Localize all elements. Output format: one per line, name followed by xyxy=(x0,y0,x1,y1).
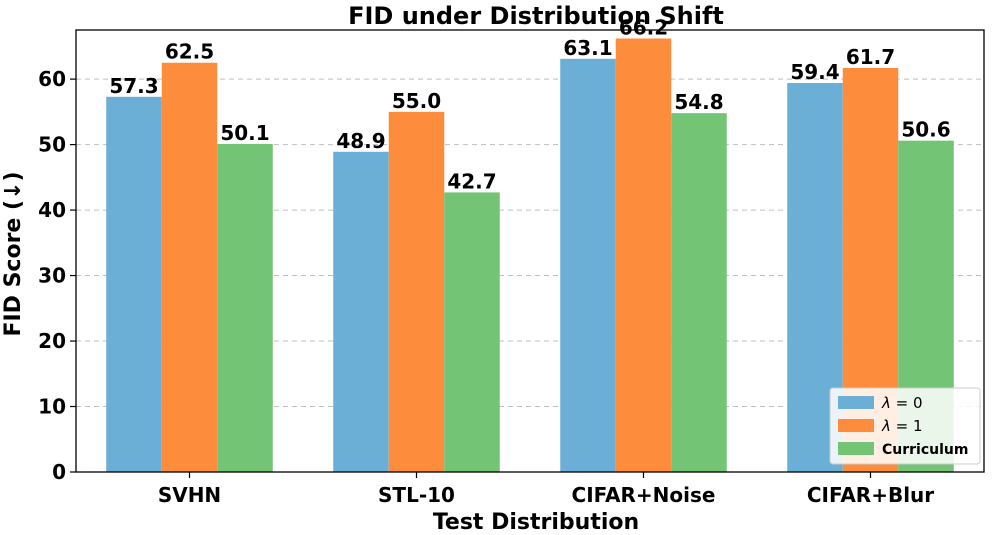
legend-label: Curriculum xyxy=(882,442,968,458)
data-label: 42.7 xyxy=(447,169,496,193)
bar xyxy=(560,58,616,472)
data-label: 55.0 xyxy=(392,89,441,113)
data-label: 48.9 xyxy=(336,129,385,153)
y-tick-label: 50 xyxy=(38,133,66,157)
chart-title: FID under Distribution Shift xyxy=(348,2,724,30)
y-tick-label: 0 xyxy=(52,460,66,484)
y-tick-label: 10 xyxy=(38,395,66,419)
x-tick-label: CIFAR+Noise xyxy=(572,483,716,507)
x-axis-ticks: SVHN STL-10 CIFAR+Noise CIFAR+Blur xyxy=(158,472,934,507)
data-label: 54.8 xyxy=(674,90,723,114)
data-label: 66.2 xyxy=(619,16,668,40)
legend-label-value: = 0 xyxy=(891,394,923,412)
legend-label: λ = 0 xyxy=(881,394,923,412)
bar xyxy=(388,111,445,472)
data-labels: 57.3 62.5 50.1 48.9 55.0 42.7 63.1 66.2 54.8 59.4… xyxy=(109,16,950,194)
data-label: 50.1 xyxy=(220,121,269,145)
legend-swatch xyxy=(838,419,874,432)
y-tick-label: 20 xyxy=(38,329,66,353)
legend-label-variable: λ xyxy=(881,394,891,412)
data-label: 57.3 xyxy=(109,74,158,98)
x-tick-label: SVHN xyxy=(158,483,221,507)
y-tick-label: 30 xyxy=(38,264,66,288)
legend-swatch xyxy=(838,396,874,409)
data-label: 50.6 xyxy=(901,118,950,142)
bar xyxy=(161,62,218,472)
legend-label-value: = 1 xyxy=(891,417,923,435)
legend-swatch xyxy=(838,442,874,455)
x-tick-label: CIFAR+Blur xyxy=(807,483,934,507)
bar xyxy=(106,96,162,473)
data-label: 62.5 xyxy=(165,40,214,64)
x-axis-title: Test Distribution xyxy=(433,510,639,535)
bar xyxy=(333,151,389,472)
bar xyxy=(615,38,672,472)
y-axis-ticks: 0 10 20 30 40 50 60 xyxy=(38,67,76,484)
plot-frame xyxy=(75,29,985,473)
bar xyxy=(217,143,273,472)
bar xyxy=(671,113,727,472)
legend-label: λ = 1 xyxy=(881,417,923,435)
data-label: 63.1 xyxy=(563,36,612,60)
y-tick-label: 60 xyxy=(38,67,66,91)
y-tick-label: 40 xyxy=(38,198,66,222)
y-axis-title: FID Score (↓) xyxy=(1,171,26,336)
legend-label-variable: λ xyxy=(881,417,891,435)
bar xyxy=(444,192,500,472)
x-tick-label: STL-10 xyxy=(378,483,455,507)
data-label: 61.7 xyxy=(846,45,895,69)
bars xyxy=(106,38,954,473)
data-label: 59.4 xyxy=(790,60,839,84)
